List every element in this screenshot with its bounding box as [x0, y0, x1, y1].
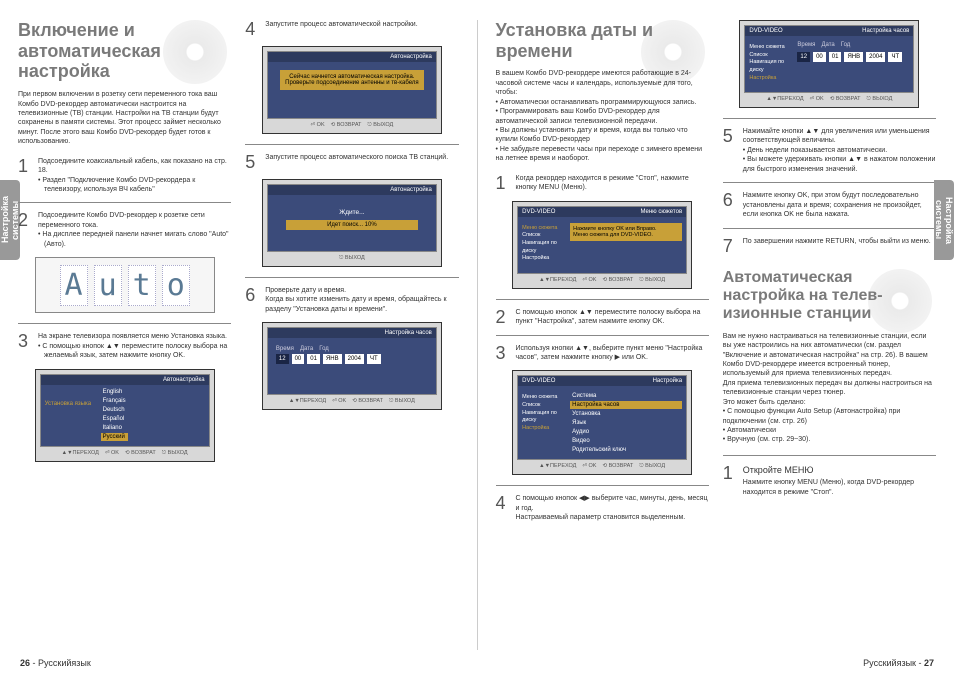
- step-27b-1: 1 Откройте МЕНЮ Нажмите кнопку MENU (Мен…: [723, 464, 936, 497]
- step-26-5: 5 Запустите процесс автоматического поис…: [245, 153, 458, 171]
- heading-auto-setup: Включение и автоматическая настройка: [18, 20, 231, 82]
- step-27-7: 7По завершении нажмите RETURN, чтобы вый…: [723, 237, 936, 255]
- heading-auto-tune: Автоматическая настройка на телев- изион…: [723, 269, 936, 324]
- osd-setup-menu: DVD-VIDEOНастройка Меню сюжета Список На…: [512, 370, 692, 475]
- cd-graphic: [163, 20, 227, 84]
- intro-27b: Вам не нужно настраиваться на телевизион…: [723, 332, 936, 445]
- osd-clock-26: Настройка часов Время Дата Год 12 00 01 …: [262, 322, 442, 410]
- page-num-26: 26 - 26 - РусскийязыкРусскийязык: [20, 658, 91, 668]
- osd-plotmenu: DVD-VIDEOМеню сюжетов Меню сюжета Список…: [512, 201, 692, 289]
- auto-led-display: A u t o: [35, 257, 215, 313]
- osd-clock-27: DVD-VIDEOНастройка часов Меню сюжета Спи…: [739, 20, 919, 108]
- step-27-3: 3Используя кнопки ▲▼, выберите пункт мен…: [496, 344, 709, 363]
- intro-27a: В вашем Комбо DVD-рекордере имеются рабо…: [496, 69, 709, 163]
- osd-language: Автонастройка Установка языка English Fr…: [35, 369, 215, 462]
- step-27-4: 4С помощью кнопок ◀▶ выберите час, минут…: [496, 494, 709, 522]
- step-27-6: 6Нажмите кнопку OK, при этом будут после…: [723, 191, 936, 219]
- page-26: Включение и автоматическая настройка При…: [0, 20, 477, 650]
- step-num: 1: [18, 157, 32, 195]
- step-27-1: 1Когда рекордер находится в режиме "Стоп…: [496, 174, 709, 193]
- page-27: Установка даты и времени В вашем Комбо D…: [478, 20, 954, 650]
- page-num-27: Русскийязык - 27: [863, 658, 934, 668]
- heading-datetime: Установка даты и времени: [496, 20, 709, 61]
- step-26-4: 4 Запустите процесс автоматической настр…: [245, 20, 458, 38]
- osd-lang-list: English Français Deutsch Español Italian…: [101, 387, 128, 442]
- step-26-6: 6 Проверьте дату и время. Когда вы хотит…: [245, 286, 458, 314]
- step-26-2: 2 Подсоедините Комбо DVD-рекордер к розе…: [18, 211, 231, 249]
- osd-search: Автонастройка Ждите... Идет поиск... 10%…: [262, 179, 442, 267]
- step-27-2: 2С помощью кнопок ▲▼ переместите полоску…: [496, 308, 709, 327]
- osd-autostart: Автонастройка Сейчас начнется автоматиче…: [262, 46, 442, 134]
- osd-lang-label: Установка языка: [45, 387, 101, 442]
- step-26-1: 1 Подсоедините коаксиальный кабель, как …: [18, 157, 231, 195]
- step-27-5: 5 Нажимайте кнопки ▲▼ для увеличения или…: [723, 127, 936, 174]
- side-tab-right: Настройка системы: [934, 180, 954, 260]
- intro-26: При первом включении в розетку сети пере…: [18, 90, 231, 147]
- step-26-3: 3 На экране телевизора появляется меню У…: [18, 332, 231, 360]
